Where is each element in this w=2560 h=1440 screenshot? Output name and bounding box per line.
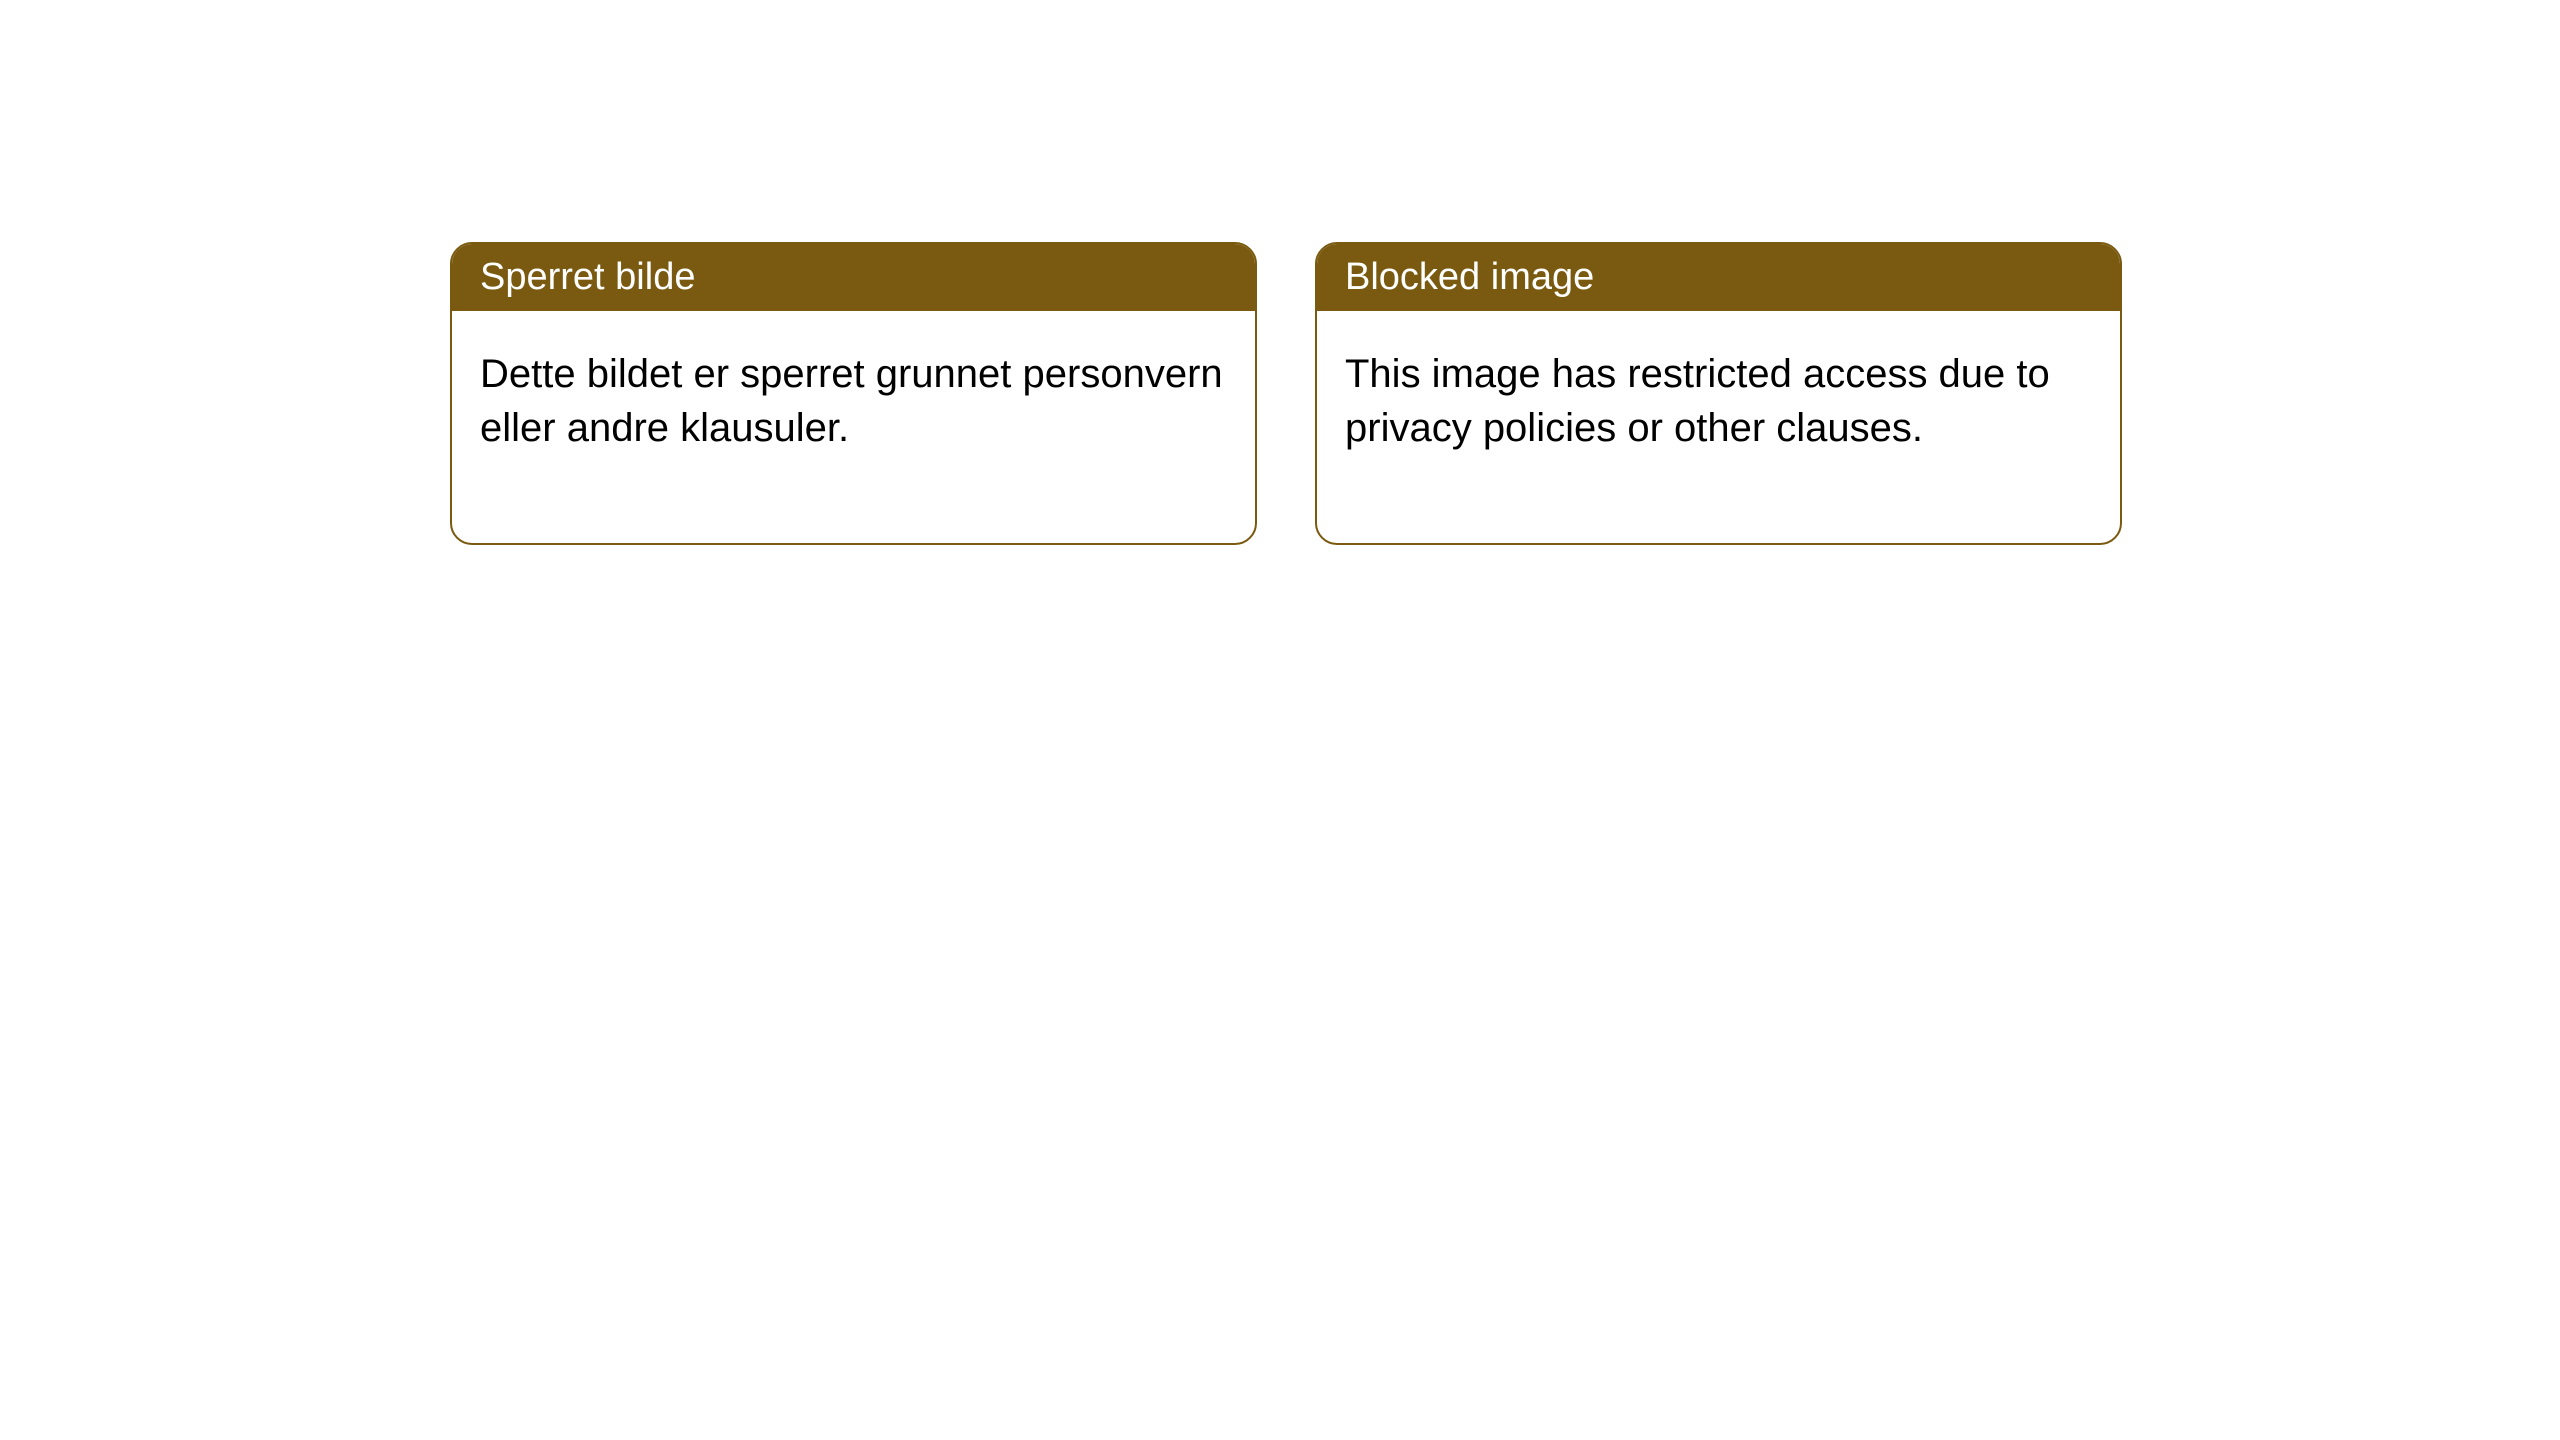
notice-card-header: Sperret bilde bbox=[452, 244, 1255, 311]
notice-card-header: Blocked image bbox=[1317, 244, 2120, 311]
notice-cards-container: Sperret bilde Dette bildet er sperret gr… bbox=[450, 242, 2122, 545]
notice-card-norwegian: Sperret bilde Dette bildet er sperret gr… bbox=[450, 242, 1257, 545]
notice-card-body-text: This image has restricted access due to … bbox=[1345, 352, 2050, 450]
notice-card-body: Dette bildet er sperret grunnet personve… bbox=[452, 311, 1255, 543]
notice-card-english: Blocked image This image has restricted … bbox=[1315, 242, 2122, 545]
notice-card-body: This image has restricted access due to … bbox=[1317, 311, 2120, 543]
notice-card-header-text: Sperret bilde bbox=[480, 256, 695, 298]
notice-card-body-text: Dette bildet er sperret grunnet personve… bbox=[480, 352, 1223, 450]
notice-card-header-text: Blocked image bbox=[1345, 256, 1594, 298]
